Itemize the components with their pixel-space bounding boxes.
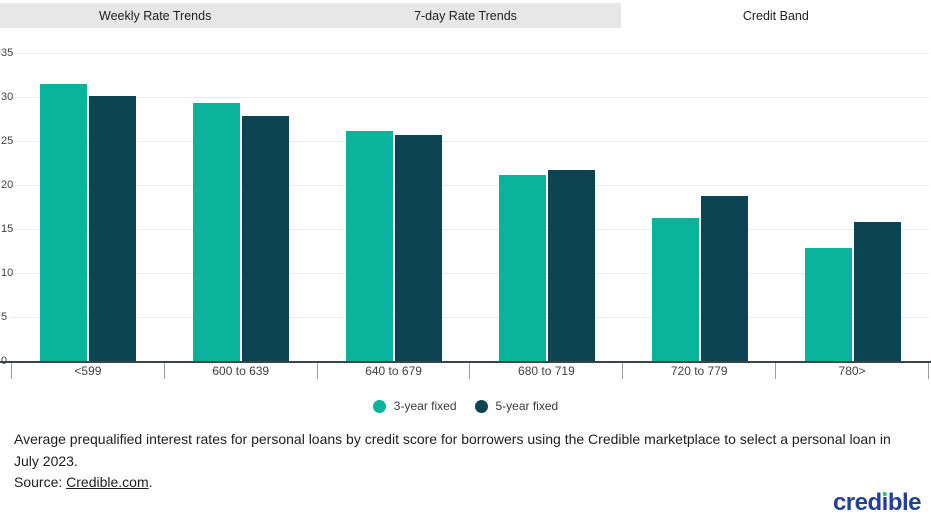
x-axis-category-label: 720 to 779 — [622, 363, 775, 379]
y-axis-tick-label: 30 — [1, 91, 14, 103]
legend-item: 3-year fixed — [372, 399, 457, 413]
x-axis-category-label: 680 to 719 — [469, 363, 622, 379]
x-axis-category-label: 780> — [775, 363, 928, 379]
x-axis-labels: <599 600 to 639 640 to 679 680 to 719 720 to… — [11, 363, 929, 379]
bar-groups — [11, 53, 929, 361]
y-axis-tick-label: 20 — [1, 179, 14, 191]
gridline — [11, 141, 929, 142]
bar-5-year-fixed[interactable] — [853, 221, 901, 361]
legend-swatch-icon — [474, 399, 488, 413]
x-axis-category-label: <599 — [11, 363, 164, 379]
bar-5-year-fixed[interactable] — [241, 116, 289, 361]
gridline — [11, 229, 929, 230]
logo-letter-i: ı — [881, 489, 889, 516]
gridline — [11, 53, 929, 54]
x-axis-category-label: 640 to 679 — [316, 363, 470, 379]
gridline — [11, 317, 929, 318]
chart-caption: Average prequalified interest rates for … — [14, 429, 917, 494]
gridline — [11, 97, 929, 98]
source-link[interactable]: Credible.com — [66, 474, 149, 491]
logo-text-right: ble — [887, 489, 922, 516]
bar-5-year-fixed[interactable] — [700, 196, 748, 361]
bar-3-year-fixed[interactable] — [804, 248, 852, 361]
y-axis-tick-label: 15 — [1, 223, 14, 235]
logo-text-left: cred — [832, 489, 882, 516]
legend-label: 3-year fixed — [393, 399, 457, 413]
bar-group — [11, 53, 164, 361]
bar-5-year-fixed[interactable] — [88, 96, 136, 361]
legend-swatch-icon — [372, 399, 386, 413]
tab-7day-rate-trends[interactable]: 7-day Rate Trends — [310, 3, 621, 28]
bar-3-year-fixed[interactable] — [39, 83, 87, 361]
y-axis-tick-label: 10 — [1, 267, 14, 279]
bar-group — [623, 53, 776, 361]
y-axis-tick-label: 35 — [1, 47, 14, 59]
plot-area — [11, 53, 929, 361]
x-axis-category-label: 600 to 639 — [163, 363, 317, 379]
grouped-bar-chart: 0 5 10 15 20 25 30 35 <599 600 to 639 640 to 679 6… — [0, 28, 931, 379]
bar-group — [317, 53, 470, 361]
bar-group — [470, 53, 623, 361]
bar-group — [164, 53, 317, 361]
source-period: . — [148, 474, 153, 491]
credible-logo: credı ble — [832, 489, 922, 517]
bar-3-year-fixed[interactable] — [651, 217, 699, 361]
bar-3-year-fixed[interactable] — [345, 131, 393, 361]
logo-i-dot — [882, 491, 887, 496]
tab-weekly-rate-trends[interactable]: Weekly Rate Trends — [0, 3, 311, 28]
gridline — [11, 273, 929, 274]
y-axis-tick-label: 25 — [1, 135, 14, 147]
x-axis-line — [0, 361, 931, 363]
source-label: Source: — [14, 474, 67, 491]
tab-credit-band[interactable]: Credit Band — [620, 0, 931, 28]
bar-group — [776, 53, 929, 361]
bar-5-year-fixed[interactable] — [394, 134, 442, 361]
y-axis-tick-label: 5 — [1, 311, 8, 323]
y-axis-labels: 0 5 10 15 20 25 30 35 — [1, 47, 31, 367]
bar-3-year-fixed[interactable] — [192, 103, 240, 361]
bar-5-year-fixed[interactable] — [547, 170, 595, 361]
tab-bar: Weekly Rate Trends 7-day Rate Trends Cre… — [0, 0, 931, 28]
legend: 3-year fixed 5-year fixed — [0, 396, 931, 416]
legend-label: 5-year fixed — [495, 399, 559, 413]
caption-text: Average prequalified interest rates for … — [14, 431, 891, 469]
y-axis-tick-label: 0 — [1, 355, 8, 367]
legend-item: 5-year fixed — [474, 399, 559, 413]
bar-3-year-fixed[interactable] — [498, 175, 546, 361]
gridline — [11, 185, 929, 186]
